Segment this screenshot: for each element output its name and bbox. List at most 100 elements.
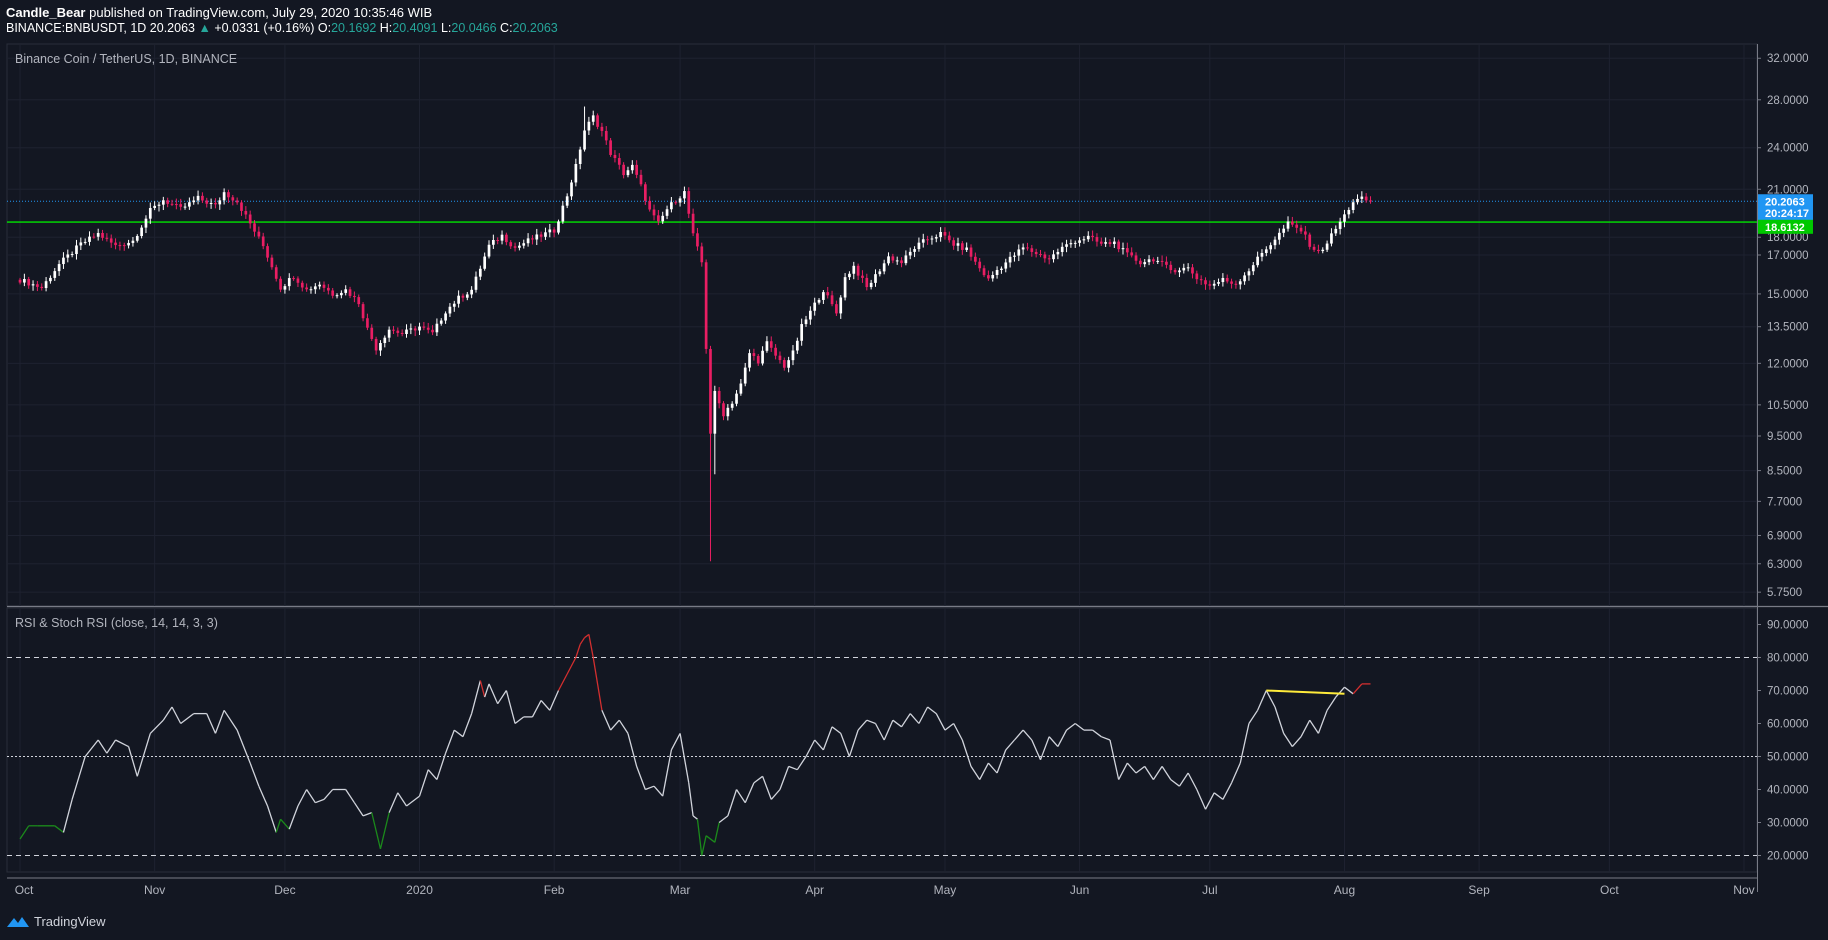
candle	[166, 197, 170, 208]
candle	[492, 234, 495, 249]
candle	[974, 252, 977, 266]
close-value: 20.2063	[512, 21, 558, 35]
candle	[353, 291, 356, 303]
candle-body	[1099, 241, 1103, 244]
rsi-segment	[953, 723, 963, 741]
x-tick-label: Dec	[274, 883, 295, 897]
candle-body	[921, 239, 925, 243]
x-tick-label: 2020	[406, 883, 433, 897]
brand-name[interactable]: TradingView	[34, 914, 106, 929]
chart-canvas[interactable]: Oct Nov Dec 2020 Feb Mar Apr May Jun Jul Aug Sep Oct…	[0, 0, 1828, 905]
candle-body	[1073, 242, 1077, 244]
rsi-segment	[249, 762, 260, 787]
candle	[748, 349, 751, 372]
candle-body	[1065, 244, 1068, 247]
candle	[309, 286, 313, 294]
candle-body	[570, 182, 573, 197]
candle-body	[292, 278, 295, 280]
rsi-segment	[288, 805, 299, 830]
candle-body	[1139, 260, 1142, 265]
candle-body	[1030, 248, 1034, 252]
candle-body	[161, 200, 165, 205]
rsi-segment	[1031, 739, 1042, 761]
candle-body	[279, 278, 282, 290]
candle-body	[274, 267, 278, 279]
rsi-segment	[900, 713, 911, 728]
price-axis-label: 20:24:17	[1758, 206, 1813, 221]
rsi-segment	[406, 795, 420, 807]
candle-body	[587, 121, 591, 131]
candle	[1343, 209, 1346, 228]
candle	[1017, 244, 1021, 262]
candle-body	[978, 261, 982, 269]
candle	[643, 182, 647, 205]
candle-body	[809, 310, 812, 320]
candle	[743, 362, 747, 387]
candle	[1299, 224, 1303, 234]
rsi-segment	[19, 825, 30, 840]
x-tick-label: Oct	[1600, 883, 1619, 897]
candle-body	[222, 192, 226, 201]
candle-body	[1000, 268, 1003, 271]
candle	[83, 238, 87, 245]
candle	[526, 233, 530, 247]
candle-body	[53, 271, 57, 278]
candle	[761, 346, 764, 366]
candle	[991, 271, 995, 282]
candle	[813, 297, 817, 316]
candle-body	[57, 264, 61, 272]
divergence-line	[1266, 689, 1345, 695]
candle-body	[439, 320, 443, 324]
candle-body	[1052, 254, 1055, 260]
candle	[357, 294, 361, 308]
candle-body	[726, 407, 730, 417]
candle-body	[92, 236, 96, 238]
candle	[231, 195, 235, 206]
candle-body	[409, 328, 413, 330]
x-tick-label: Oct	[15, 883, 34, 897]
candle-body	[934, 237, 938, 239]
symbol-label[interactable]: BINANCE:BNBUSDT, 1D	[6, 21, 147, 35]
candle	[713, 385, 717, 475]
rsi-segment	[1204, 792, 1215, 810]
rsi-segment	[753, 775, 763, 784]
candle	[1000, 266, 1003, 274]
rsi-segment	[935, 713, 946, 731]
rsi-segment	[497, 690, 507, 705]
candle	[791, 345, 795, 366]
candle-body	[635, 164, 638, 175]
candle-body	[470, 289, 473, 295]
candle	[1317, 244, 1320, 254]
candle-body	[596, 115, 599, 127]
candle-body	[474, 276, 478, 290]
rsi-segment	[149, 719, 164, 734]
candle	[248, 210, 252, 229]
author-link[interactable]: Candle_Bear	[6, 5, 86, 20]
candle	[383, 335, 387, 348]
candle	[817, 298, 821, 305]
rsi-tick-label: 70.0000	[1767, 686, 1809, 698]
candle	[144, 215, 148, 234]
candle-body	[1043, 254, 1047, 259]
price-label-text: 20.2063	[1765, 196, 1805, 208]
rsi-segment	[779, 766, 790, 790]
price-axis-label: 18.6132	[1758, 219, 1813, 234]
candle-body	[361, 304, 365, 319]
candle-body	[661, 215, 665, 222]
candle-body	[244, 210, 248, 215]
candle-body	[153, 205, 156, 209]
candle	[1047, 254, 1051, 265]
candle	[887, 252, 890, 266]
candle	[322, 281, 326, 292]
candle	[1334, 225, 1338, 236]
candle-body	[704, 262, 708, 349]
rsi-segment	[874, 723, 885, 741]
rsi-tick-label: 40.0000	[1767, 785, 1809, 797]
candle	[917, 237, 921, 252]
rsi-segment	[1170, 779, 1180, 787]
candle	[170, 199, 174, 207]
rsi-segment	[1352, 683, 1363, 695]
candle	[1082, 236, 1086, 244]
rsi-segment	[258, 785, 269, 807]
candle	[652, 204, 656, 221]
